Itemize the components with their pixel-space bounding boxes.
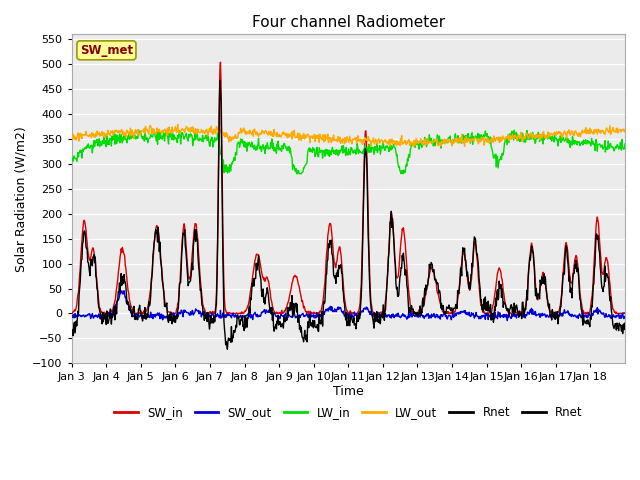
- Legend: SW_in, SW_out, LW_in, LW_out, Rnet, Rnet: SW_in, SW_out, LW_in, LW_out, Rnet, Rnet: [109, 401, 588, 423]
- Y-axis label: Solar Radiation (W/m2): Solar Radiation (W/m2): [15, 126, 28, 272]
- X-axis label: Time: Time: [333, 385, 364, 398]
- Title: Four channel Radiometer: Four channel Radiometer: [252, 15, 445, 30]
- Text: SW_met: SW_met: [80, 44, 133, 57]
